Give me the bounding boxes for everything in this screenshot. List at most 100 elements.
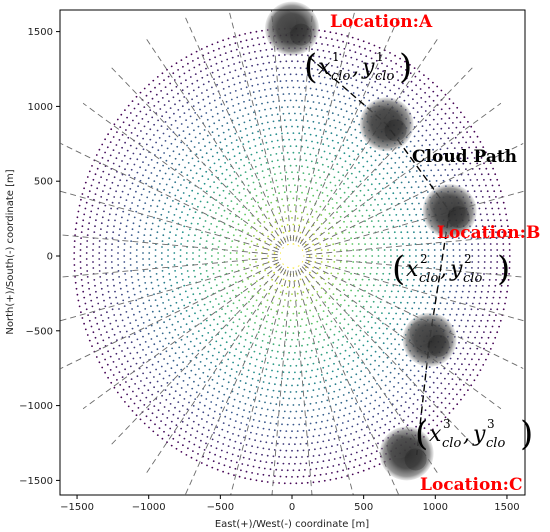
heliostat-dot bbox=[397, 219, 400, 222]
heliostat-dot bbox=[221, 228, 224, 231]
heliostat-dot bbox=[298, 404, 300, 406]
heliostat-dot bbox=[191, 352, 194, 355]
heliostat-dot bbox=[93, 231, 96, 234]
heliostat-dot bbox=[90, 210, 93, 213]
heliostat-dot bbox=[199, 377, 201, 380]
heliostat-dot bbox=[238, 61, 241, 64]
heliostat-dot bbox=[489, 267, 492, 269]
heliostat-dot bbox=[194, 136, 197, 139]
heliostat-dot bbox=[211, 267, 214, 269]
heliostat-dot bbox=[481, 196, 484, 198]
heliostat-dot bbox=[272, 100, 275, 103]
radial-spoke bbox=[60, 190, 279, 253]
heliostat-dot bbox=[199, 292, 201, 295]
heliostat-dot bbox=[257, 379, 259, 382]
heliostat-dot bbox=[211, 354, 214, 357]
heliostat-dot bbox=[394, 348, 397, 350]
heliostat-dot bbox=[432, 118, 435, 121]
heliostat-dot bbox=[262, 447, 265, 450]
heliostat-dot bbox=[163, 104, 166, 106]
radial-spoke bbox=[228, 10, 289, 242]
heliostat-dot bbox=[388, 389, 391, 392]
heliostat-dot bbox=[469, 136, 472, 138]
heliostat-dot bbox=[186, 126, 189, 128]
heliostat-dot bbox=[167, 249, 170, 251]
x-axis-ticks: −1500 −1000 −500 0 500 1000 1500 bbox=[60, 495, 520, 513]
heliostat-dot bbox=[198, 368, 200, 370]
heliostat-dot bbox=[197, 101, 200, 104]
heliostat-dot bbox=[145, 354, 147, 356]
heliostat-dot bbox=[506, 219, 508, 222]
heliostat-dot bbox=[482, 279, 485, 281]
heliostat-dot bbox=[318, 75, 320, 78]
heliostat-dot bbox=[210, 401, 213, 403]
heliostat-dot bbox=[308, 255, 311, 257]
heliostat-dot bbox=[168, 155, 171, 157]
heliostat-dot bbox=[367, 91, 369, 94]
close-paren: ) bbox=[520, 414, 533, 454]
heliostat-dot bbox=[291, 79, 293, 82]
heliostat-dot bbox=[158, 219, 161, 222]
heliostat-dot bbox=[250, 404, 252, 407]
heliostat-dot bbox=[327, 261, 329, 263]
heliostat-dot bbox=[147, 102, 150, 104]
coord-y-sub: clo bbox=[463, 271, 482, 286]
heliostat-dot bbox=[262, 381, 265, 383]
heliostat-dot bbox=[170, 89, 173, 92]
heliostat-dot bbox=[303, 152, 306, 155]
heliostat-dot bbox=[405, 225, 408, 228]
radial-spoke bbox=[82, 102, 281, 248]
heliostat-dot bbox=[107, 376, 109, 379]
heliostat-dot bbox=[507, 284, 509, 287]
heliostat-dot bbox=[320, 374, 323, 376]
heliostat-dot bbox=[504, 302, 506, 305]
heliostat-dot bbox=[259, 366, 262, 369]
heliostat-dot bbox=[180, 338, 183, 341]
heliostat-dot bbox=[471, 255, 474, 257]
heliostat-dot bbox=[112, 278, 115, 281]
heliostat-dot bbox=[241, 415, 244, 418]
heliostat-dot bbox=[247, 397, 250, 399]
heliostat-dot bbox=[333, 438, 336, 440]
radial-spoke bbox=[145, 37, 285, 244]
heliostat-dot bbox=[187, 234, 190, 237]
heliostat-dot bbox=[501, 279, 504, 281]
heliostat-dot bbox=[180, 273, 183, 275]
heliostat-dot bbox=[183, 414, 186, 416]
heliostat-dot bbox=[95, 290, 97, 293]
heliostat-dot bbox=[272, 455, 275, 458]
coord-x-sup: 1 bbox=[332, 50, 340, 64]
heliostat-dot bbox=[316, 368, 319, 371]
heliostat-dot bbox=[104, 138, 106, 141]
heliostat-dot bbox=[467, 173, 470, 176]
heliostat-dot bbox=[243, 345, 246, 348]
heliostat-dot bbox=[193, 146, 196, 148]
heliostat-dot bbox=[342, 394, 345, 396]
heliostat-dot bbox=[313, 127, 316, 130]
heliostat-dot bbox=[237, 407, 240, 410]
heliostat-dot bbox=[491, 207, 494, 210]
heliostat-dot bbox=[457, 308, 460, 310]
heliostat-dot bbox=[448, 412, 451, 414]
heliostat-dot bbox=[195, 356, 198, 359]
heliostat-dot bbox=[205, 112, 208, 114]
heliostat-dot bbox=[374, 350, 377, 353]
heliostat-dot bbox=[282, 139, 285, 141]
heliostat-dot bbox=[341, 136, 343, 139]
heliostat-dot bbox=[267, 195, 269, 198]
heliostat-dot bbox=[276, 159, 279, 162]
heliostat-dot bbox=[409, 313, 411, 315]
heliostat-dot bbox=[411, 420, 414, 423]
heliostat-dot bbox=[265, 204, 267, 207]
heliostat-dot bbox=[265, 415, 268, 417]
heliostat-dot bbox=[127, 373, 130, 376]
heliostat-dot bbox=[206, 118, 209, 121]
x-tick-label: 500 bbox=[354, 502, 373, 513]
heliostat-dot bbox=[440, 127, 443, 130]
heliostat-dot bbox=[324, 453, 326, 456]
heliostat-dot bbox=[225, 365, 228, 367]
heliostat-dot bbox=[237, 75, 240, 78]
heliostat-dot bbox=[364, 462, 366, 465]
heliostat-dot bbox=[486, 319, 489, 322]
heliostat-dot bbox=[499, 190, 502, 193]
